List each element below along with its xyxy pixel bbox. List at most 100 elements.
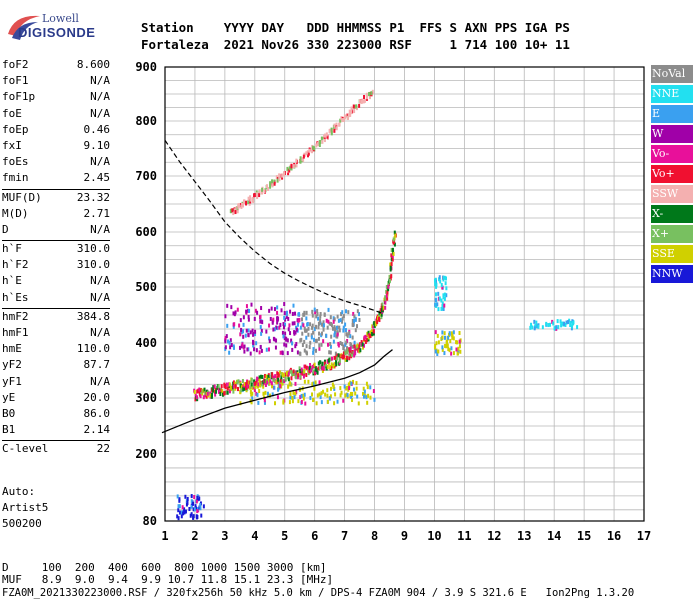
- echo-point: [184, 494, 187, 499]
- echo-point: [317, 361, 320, 366]
- x-tick-label: 1: [161, 529, 168, 543]
- echo-point: [294, 311, 297, 316]
- echo-point: [372, 331, 375, 336]
- echo-point: [256, 392, 259, 397]
- param-name: fmin: [2, 171, 29, 185]
- echo-point: [287, 327, 290, 332]
- echo-point: [252, 340, 255, 345]
- echo-point: [344, 328, 347, 333]
- echo-point: [326, 388, 329, 393]
- echo-point: [326, 134, 329, 139]
- echo-point: [254, 332, 257, 337]
- echo-point: [214, 392, 217, 397]
- legend-item: SSE: [651, 245, 693, 263]
- echo-point: [365, 381, 368, 386]
- echo-point: [286, 351, 289, 356]
- x-tick-label: 14: [547, 529, 561, 543]
- echo-point: [259, 314, 262, 319]
- echo-point: [285, 343, 288, 348]
- echo-point: [259, 344, 262, 349]
- echo-point: [249, 384, 252, 389]
- echo-point: [344, 351, 347, 356]
- echo-point: [240, 344, 243, 349]
- echo-point: [299, 338, 302, 343]
- echo-point: [315, 401, 318, 406]
- echo-point: [317, 321, 320, 326]
- echo-point: [556, 319, 559, 324]
- electron-density-profile: [161, 349, 393, 434]
- echo-point: [199, 506, 202, 511]
- echo-point: [277, 373, 280, 378]
- echo-point: [192, 501, 195, 506]
- x-tick-label: 5: [281, 529, 288, 543]
- echo-point: [229, 209, 232, 214]
- echo-point: [245, 201, 248, 206]
- y-tick-label: 200: [135, 447, 157, 461]
- echo-point: [362, 394, 365, 399]
- echo-point: [338, 359, 341, 364]
- echo-point: [320, 400, 323, 405]
- echo-point: [253, 347, 256, 352]
- echo-point: [258, 378, 261, 383]
- param-value: N/A: [90, 74, 110, 88]
- echo-point: [318, 392, 321, 397]
- file-info-row: FZA0M_2021330223000.RSF / 320fx256h 50 k…: [2, 587, 635, 599]
- echo-point: [245, 386, 248, 391]
- param-value: N/A: [90, 326, 110, 339]
- param-row: hmF2 384.8: [2, 310, 110, 326]
- echo-point: [180, 514, 183, 519]
- echo-point: [291, 399, 294, 404]
- echo-point: [301, 331, 304, 336]
- echo-point: [279, 370, 282, 375]
- echo-point: [313, 381, 316, 386]
- echo-point: [315, 143, 318, 148]
- echo-point: [228, 382, 231, 387]
- echo-point: [307, 332, 310, 337]
- echo-point: [258, 189, 261, 194]
- echo-point: [571, 324, 574, 329]
- param-row: M(D) 2.71: [2, 207, 110, 223]
- echo-point: [535, 320, 538, 325]
- echo-point: [366, 331, 369, 336]
- echo-point: [305, 365, 308, 370]
- x-tick-label: 4: [251, 529, 258, 543]
- echo-point: [311, 364, 314, 369]
- echo-point: [295, 163, 298, 168]
- echo-point: [279, 350, 282, 355]
- echo-point: [456, 340, 459, 345]
- echo-point: [549, 322, 552, 327]
- echo-point: [297, 312, 300, 317]
- echo-point: [363, 343, 366, 348]
- echo-point: [366, 400, 369, 405]
- echo-point: [325, 318, 328, 323]
- echo-point: [234, 310, 237, 315]
- echo-point: [458, 331, 461, 336]
- echo-point: [251, 391, 254, 396]
- echo-point: [441, 285, 444, 290]
- echo-point: [224, 335, 227, 340]
- echo-point: [320, 342, 323, 347]
- echo-point: [240, 204, 243, 209]
- echo-point: [369, 395, 372, 400]
- echo-point: [330, 127, 333, 132]
- echo-point: [279, 322, 282, 327]
- echo-point: [266, 184, 269, 189]
- echo-point: [232, 211, 235, 216]
- echo-point: [335, 326, 338, 331]
- echo-point: [256, 384, 259, 389]
- echo-point: [305, 373, 308, 378]
- echo-point: [263, 189, 266, 194]
- echo-point: [315, 314, 318, 319]
- echo-point: [346, 357, 349, 362]
- echo-point: [239, 318, 242, 323]
- echo-point: [333, 329, 336, 334]
- x-tick-label: 7: [341, 529, 348, 543]
- echo-point: [304, 364, 307, 369]
- echo-point: [318, 346, 321, 351]
- echo-point: [201, 389, 204, 394]
- legend-item: Vo-: [651, 145, 693, 163]
- echo-point: [370, 91, 373, 96]
- param-name: yE: [2, 390, 16, 404]
- echo-point: [336, 353, 339, 358]
- echo-point: [273, 181, 276, 186]
